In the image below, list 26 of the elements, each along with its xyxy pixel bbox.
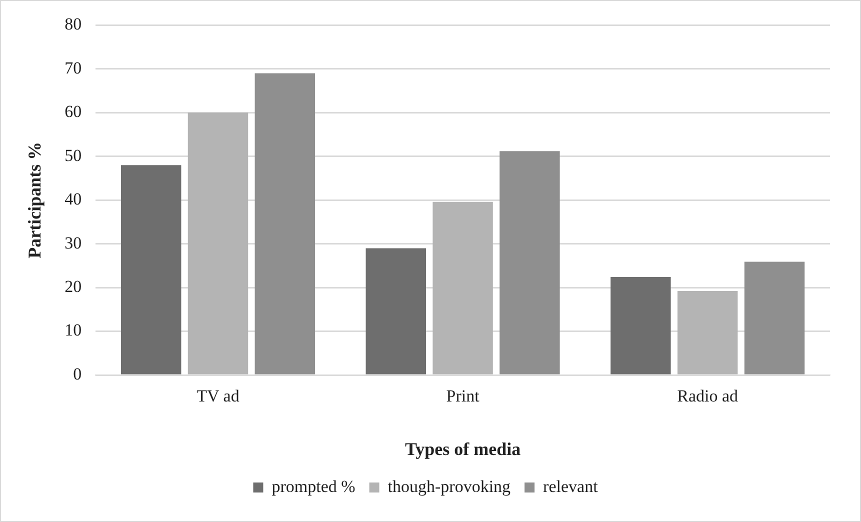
bar	[500, 151, 560, 374]
y-tick-label: 10	[64, 320, 82, 340]
y-tick-label: 20	[64, 277, 82, 296]
y-tick-label: 80	[64, 14, 82, 34]
x-tick-label: Radio ad	[677, 386, 739, 406]
y-tick-label: 70	[64, 58, 82, 78]
bar	[610, 277, 671, 374]
legend-label: prompted %	[272, 476, 356, 496]
bar	[744, 262, 805, 374]
bar	[677, 291, 738, 374]
bar	[188, 112, 248, 374]
x-tick-label: TV ad	[196, 386, 240, 406]
bar	[366, 248, 426, 374]
legend-label: relevant	[543, 476, 598, 496]
y-tick-label: 30	[64, 233, 82, 252]
x-axis-title: Types of media	[404, 438, 521, 459]
x-tick-label: Print	[446, 386, 480, 406]
bar	[432, 202, 493, 374]
y-tick-label: 40	[64, 190, 82, 209]
y-tick-label: 50	[64, 146, 82, 165]
bar	[120, 165, 182, 374]
y-tick-label: 0	[73, 364, 82, 384]
legend-label: though-provoking	[388, 476, 512, 496]
bar	[254, 73, 316, 374]
y-axis-title: Participants %	[24, 142, 44, 258]
y-tick-label: 60	[64, 102, 82, 122]
